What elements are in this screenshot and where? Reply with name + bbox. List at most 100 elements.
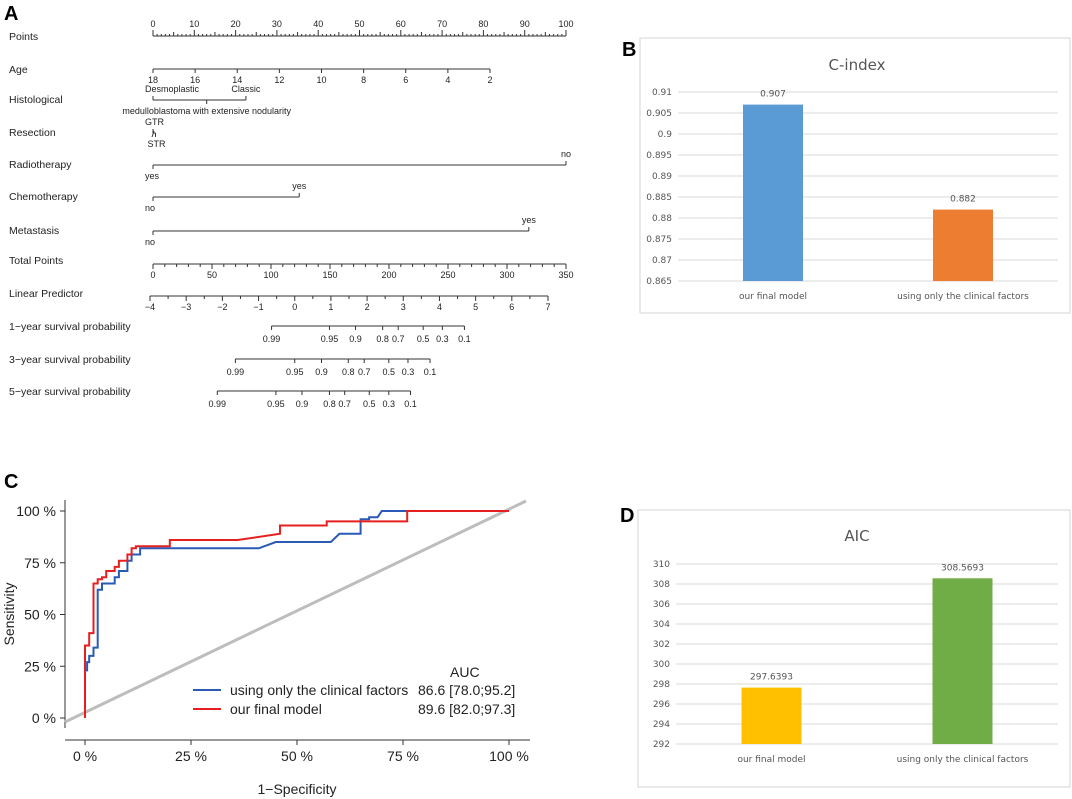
survival-tick-label: 0.1 — [404, 399, 417, 409]
survival-tick-label: 0.99 — [227, 367, 245, 377]
nomogram-row-label-total-points: Total Points — [9, 255, 63, 267]
cindex-ytick-label: 0.91 — [652, 88, 672, 98]
cindex-bar-1 — [743, 104, 803, 281]
points-tick-label: 20 — [231, 19, 241, 29]
chemotherapy-level-label: yes — [292, 181, 307, 191]
cindex-bar-2 — [933, 209, 993, 281]
chemotherapy-level-label: no — [145, 203, 155, 213]
aic-ytick-label: 300 — [653, 660, 670, 670]
survival-tick-label: 0.9 — [315, 367, 328, 377]
survival-tick-label: 0.8 — [376, 334, 389, 344]
nomogram-row-label-histological: Histological — [9, 94, 63, 106]
aic-ytick-label: 302 — [653, 640, 670, 650]
panel-label-b: B — [622, 39, 636, 61]
age-tick-label: 14 — [232, 75, 242, 85]
roc-xtick-label: 0 % — [73, 748, 97, 764]
age-tick-label: 4 — [445, 75, 450, 85]
cindex-chart-title: C-index — [829, 56, 886, 74]
total-points-tick-label: 50 — [207, 270, 217, 280]
linear-predictor-tick-label: 0 — [292, 302, 297, 312]
aic-ytick-label: 304 — [653, 620, 670, 630]
cindex-ytick-label: 0.87 — [652, 256, 672, 266]
aic-chart-panel: AIC 292 294 296 298 300 302 304 306 308 310 297.639… — [637, 509, 1071, 788]
roc-ytick-label: 25 % — [24, 658, 56, 674]
aic-value-label: 308.5693 — [941, 563, 984, 573]
roc-legend-label-2: our final model — [230, 701, 322, 717]
panel-label-d: D — [620, 505, 634, 527]
metastasis-level-label: yes — [522, 215, 537, 225]
resection-level-label: STR — [147, 139, 166, 149]
points-tick-label: 10 — [189, 19, 199, 29]
points-tick-label: 0 — [150, 19, 155, 29]
resection-axis-slant — [151, 130, 155, 138]
points-tick-label: 80 — [478, 19, 488, 29]
nomogram-row-label-metastasis: Metastasis — [9, 225, 59, 237]
survival-tick-label: 0.8 — [323, 399, 336, 409]
aic-bar-2 — [932, 578, 993, 744]
cindex-ytick-label: 0.865 — [646, 277, 672, 287]
radiotherapy-level-label: yes — [145, 171, 160, 181]
total-points-tick-label: 0 — [150, 270, 155, 280]
cindex-value-label: 0.882 — [950, 195, 976, 205]
roc-xtick-label: 50 % — [281, 748, 313, 764]
roc-curve-2 — [84, 510, 509, 718]
panel-label-a: A — [4, 3, 18, 25]
panel-label-c: C — [4, 471, 18, 493]
cindex-ytick-label: 0.895 — [646, 151, 672, 161]
aic-value-label: 297.6393 — [750, 673, 793, 683]
total-points-tick-label: 150 — [322, 270, 337, 280]
survival-tick-label: 0.7 — [392, 334, 405, 344]
aic-ytick-label: 292 — [653, 740, 670, 750]
aic-ytick-label: 310 — [653, 560, 670, 570]
linear-predictor-tick-label: −3 — [181, 302, 191, 312]
linear-predictor-tick-label: −4 — [145, 302, 155, 312]
age-tick-label: 6 — [403, 75, 408, 85]
age-tick-label: 10 — [316, 75, 326, 85]
roc-reference-diagonal — [64, 499, 527, 724]
survival-tick-label: 0.3 — [383, 399, 396, 409]
points-tick-label: 60 — [396, 19, 406, 29]
survival-tick-label: 0.3 — [402, 367, 415, 377]
nomogram-row-label-chemotherapy: Chemotherapy — [9, 191, 79, 203]
histological-level-label: Classic — [231, 84, 261, 94]
nomogram-row-label-survival-3: 5−year survival probability — [9, 386, 131, 398]
roc-legend-auc-2: 89.6 [82.0;97.3] — [418, 701, 515, 717]
linear-predictor-tick-label: 5 — [473, 302, 478, 312]
aic-category-label: our final model — [737, 755, 805, 765]
cindex-ytick-label: 0.89 — [652, 172, 672, 182]
nomogram-row-label-radiotherapy: Radiotherapy — [9, 159, 72, 171]
total-points-tick-label: 100 — [263, 270, 278, 280]
histological-level-label: medulloblastoma with extensive nodularit… — [122, 106, 291, 116]
survival-tick-label: 0.3 — [436, 334, 449, 344]
total-points-tick-label: 200 — [381, 270, 396, 280]
survival-tick-label: 0.5 — [417, 334, 430, 344]
aic-ytick-label: 308 — [653, 580, 670, 590]
aic-chart-frame — [637, 509, 1071, 788]
linear-predictor-tick-label: 4 — [437, 302, 442, 312]
age-tick-label: 2 — [488, 75, 493, 85]
aic-ytick-label: 306 — [653, 600, 670, 610]
linear-predictor-tick-label: 3 — [401, 302, 406, 312]
total-points-tick-label: 300 — [499, 270, 514, 280]
survival-tick-label: 0.95 — [321, 334, 339, 344]
survival-tick-label: 0.9 — [349, 334, 362, 344]
points-tick-label: 50 — [354, 19, 364, 29]
roc-legend-title: AUC — [450, 664, 480, 680]
survival-tick-label: 0.99 — [263, 334, 281, 344]
points-tick-label: 30 — [272, 19, 282, 29]
roc-ytick-label: 0 % — [32, 710, 56, 726]
total-points-tick-label: 250 — [440, 270, 455, 280]
roc-legend-auc-1: 86.6 [78.0;95.2] — [418, 682, 515, 698]
linear-predictor-tick-label: 1 — [328, 302, 333, 312]
points-tick-label: 40 — [313, 19, 323, 29]
nomogram-row-label-resection: Resection — [9, 127, 56, 139]
cindex-value-label: 0.907 — [760, 90, 786, 100]
roc-ytick-label: 100 % — [16, 503, 56, 519]
survival-tick-label: 0.8 — [342, 367, 355, 377]
cindex-ytick-label: 0.9 — [658, 130, 673, 140]
age-tick-label: 18 — [148, 75, 158, 85]
survival-tick-label: 0.95 — [267, 399, 285, 409]
linear-predictor-tick-label: 7 — [545, 302, 550, 312]
